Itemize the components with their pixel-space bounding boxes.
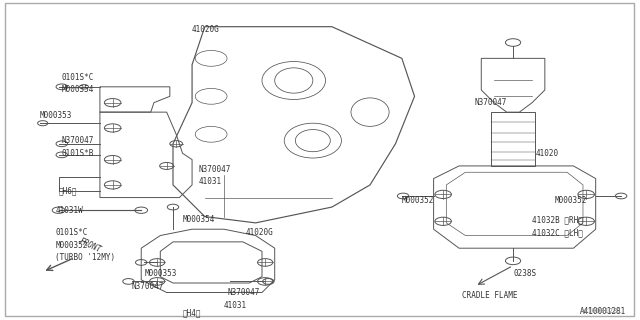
Text: A410001281: A410001281 xyxy=(580,307,626,316)
Text: M000354: M000354 xyxy=(62,85,94,94)
Text: 41032B 〈RH〉: 41032B 〈RH〉 xyxy=(532,215,583,224)
Text: 41020: 41020 xyxy=(535,149,559,158)
Text: 41031: 41031 xyxy=(224,301,247,310)
Text: CRADLE FLAME: CRADLE FLAME xyxy=(462,291,518,300)
Text: N370047: N370047 xyxy=(475,98,508,107)
Text: M000354: M000354 xyxy=(182,215,215,224)
Text: M000352: M000352 xyxy=(402,196,434,205)
Text: 41031: 41031 xyxy=(198,177,221,186)
Text: N370047: N370047 xyxy=(227,288,259,297)
Text: A410001281: A410001281 xyxy=(580,308,622,315)
Text: FRONT: FRONT xyxy=(77,237,102,255)
Text: 41032C 〈LH〉: 41032C 〈LH〉 xyxy=(532,228,583,237)
Text: 〈H4〉: 〈H4〉 xyxy=(182,308,201,317)
Text: (TURBO '12MY): (TURBO '12MY) xyxy=(56,253,116,262)
Text: M000352: M000352 xyxy=(56,241,88,250)
Text: 41020G: 41020G xyxy=(192,25,220,34)
Text: M000352: M000352 xyxy=(554,196,587,205)
Text: 41020G: 41020G xyxy=(246,228,274,237)
Text: 0101S*B: 0101S*B xyxy=(62,149,94,158)
Text: 41031W: 41031W xyxy=(56,206,83,215)
Text: M000353: M000353 xyxy=(40,111,72,120)
Text: M000353: M000353 xyxy=(145,269,177,278)
Text: 0101S*C: 0101S*C xyxy=(56,228,88,237)
Text: N370047: N370047 xyxy=(132,282,164,291)
Text: 〈H6〉: 〈H6〉 xyxy=(59,187,77,196)
Text: 0238S: 0238S xyxy=(513,269,536,278)
Text: 0101S*C: 0101S*C xyxy=(62,73,94,82)
Text: N370047: N370047 xyxy=(198,164,231,173)
Text: N370047: N370047 xyxy=(62,136,94,145)
